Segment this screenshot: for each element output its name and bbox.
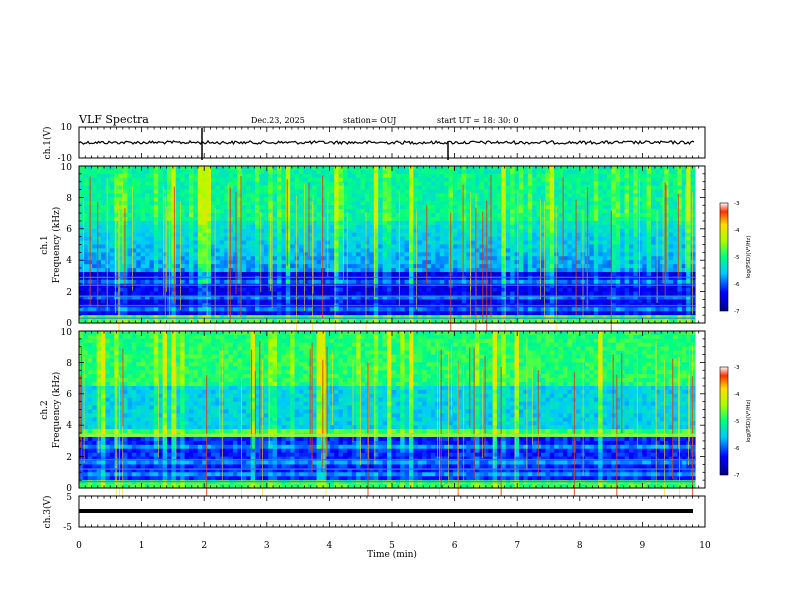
ch3-ytick-top: 5 xyxy=(66,493,72,503)
x-axis-label: Time (min) xyxy=(367,549,417,560)
ch2-colorbar: -3 -4 -5 -6 -7 log(PSD)(V²/Hz) xyxy=(719,365,752,479)
x-tick-label: 0 xyxy=(76,541,82,551)
ch2-spectrogram-image xyxy=(79,331,696,513)
x-tick-label: 6 xyxy=(452,541,458,551)
cb2-tick--7: -7 xyxy=(734,473,740,479)
x-tick-label: 2 xyxy=(201,541,207,551)
cb2-tick--6: -6 xyxy=(734,446,740,452)
ch2-spectrogram-panel: 0 2 4 6 8 10 ch.2 Frequency (kHz) xyxy=(40,328,706,513)
ch3-waveform-trace xyxy=(79,509,693,513)
ch2-ytick-0: 0 xyxy=(66,484,72,494)
ch1-colorbar: -3 -4 -5 -6 -7 log(PSD)(V²/Hz) xyxy=(719,201,752,315)
cb2-tick--3: -3 xyxy=(734,365,740,371)
ch1-channel-label: ch.1 xyxy=(40,235,50,254)
ch1-ytick-6: 6 xyxy=(66,225,72,235)
x-tick-label: 4 xyxy=(327,541,333,551)
ch1-ytick-10: 10 xyxy=(61,163,73,173)
x-tick-label: 3 xyxy=(264,541,270,551)
x-tick-label: 7 xyxy=(514,541,520,551)
ch3-waveform-ylabel: ch.3(V) xyxy=(42,496,53,529)
axis-ticks xyxy=(78,127,706,527)
x-tick-label: 5 xyxy=(389,541,395,551)
cb1-tick--3: -3 xyxy=(734,201,740,207)
ch2-ytick-2: 2 xyxy=(66,453,72,463)
ch1-ytick-bottom: -10 xyxy=(58,154,73,164)
x-tick-labels: 0 1 2 3 4 5 6 7 8 9 10 xyxy=(76,541,711,551)
cb1-tick--5: -5 xyxy=(734,255,740,261)
ch1-waveform-ylabel: ch.1(V) xyxy=(42,127,53,160)
ch3-ytick-bottom: -5 xyxy=(63,523,72,533)
ch1-waveform-trace xyxy=(78,139,695,146)
ch2-channel-label: ch.2 xyxy=(40,400,50,419)
ch1-ytick-top: 10 xyxy=(61,123,73,133)
ch2-freq-ylabel: Frequency (kHz) xyxy=(51,372,62,449)
cb1-tick--7: -7 xyxy=(734,309,740,315)
cb1-label: log(PSD)(V²/Hz) xyxy=(745,236,752,279)
ch2-ytick-4: 4 xyxy=(66,421,72,431)
cb2-tick--4: -4 xyxy=(734,392,740,398)
ch3-waveform-panel: 5 -5 ch.3(V) xyxy=(42,493,706,533)
ch1-ytick-0: 0 xyxy=(66,319,72,329)
cb1-tick--6: -6 xyxy=(734,282,740,288)
cb2-tick--5: -5 xyxy=(734,419,740,425)
x-tick-label: 10 xyxy=(699,541,711,551)
station-label: station= OUJ xyxy=(343,116,396,125)
ch2-ytick-10: 10 xyxy=(61,328,73,338)
ch1-ytick-4: 4 xyxy=(66,256,72,266)
x-tick-label: 8 xyxy=(577,541,583,551)
start-time-label: start UT = 18: 30: 0 xyxy=(437,116,518,125)
x-tick-label: 9 xyxy=(640,541,646,551)
ch1-ytick-2: 2 xyxy=(66,288,72,298)
date-label: Dec.23, 2025 xyxy=(251,116,305,125)
ch1-ytick-8: 8 xyxy=(66,194,72,204)
chart-title: VLF Spectra xyxy=(78,113,149,126)
ch2-ytick-6: 6 xyxy=(66,390,72,400)
ch2-ytick-8: 8 xyxy=(66,359,72,369)
cb1-tick--4: -4 xyxy=(734,228,740,234)
x-tick-label: 1 xyxy=(139,541,145,551)
ch1-spectrogram-image xyxy=(79,166,696,352)
cb2-label: log(PSD)(V²/Hz) xyxy=(745,400,752,443)
ch1-freq-ylabel: Frequency (kHz) xyxy=(51,207,62,284)
ch1-waveform-panel: 10 -10 ch.1(V) xyxy=(42,123,706,164)
ch1-spectrogram-panel: 0 2 4 6 8 10 ch.1 Frequency (kHz) xyxy=(40,163,706,352)
